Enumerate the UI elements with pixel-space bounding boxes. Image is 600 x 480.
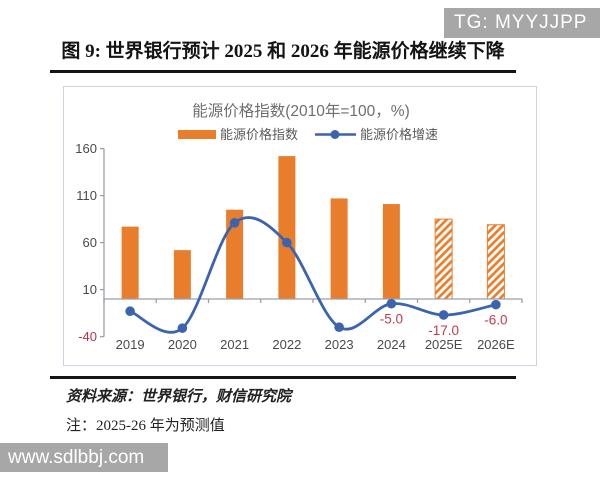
footer-divider bbox=[50, 376, 516, 379]
data-label-2026E: -6.0 bbox=[484, 313, 507, 328]
bar-2023 bbox=[330, 198, 348, 299]
x-tick-label-2019: 2019 bbox=[116, 337, 145, 352]
figure-title: 图 9: 世界银行预计 2025 和 2026 年能源价格继续下降 bbox=[61, 41, 505, 62]
x-tick-label-2023: 2023 bbox=[325, 337, 354, 352]
growth-line bbox=[128, 216, 498, 334]
y-tick-label: -40 bbox=[78, 329, 97, 344]
energy-price-chart: 能源价格指数(2010年=100，%)能源价格指数 能源价格增速160110601… bbox=[75, 102, 523, 352]
note-text: 注：2025-26 年为预测值 bbox=[66, 418, 225, 434]
legend-bar-swatch bbox=[178, 130, 216, 139]
x-tick-label-2026E: 2026E bbox=[477, 337, 515, 352]
bar-2026E bbox=[486, 224, 505, 300]
line-point-2024 bbox=[386, 298, 397, 309]
data-label-2024: -5.0 bbox=[380, 312, 403, 327]
y-tick-label: 160 bbox=[75, 141, 97, 156]
chart-container: 能源价格指数(2010年=100，%) 能源价格指数 能源价格增速 160 110 60 1… bbox=[63, 86, 537, 366]
line-point-2019 bbox=[125, 306, 135, 317]
figure-header: 图 9: 世界银行预计 2025 和 2026 年能源价格继续下降 bbox=[50, 36, 516, 73]
y-tick-label: 110 bbox=[76, 188, 97, 203]
chart-legend: 能源价格指数 能源价格增速 bbox=[178, 127, 438, 142]
legend-line-marker bbox=[330, 130, 340, 139]
line-point-2025E bbox=[438, 310, 449, 320]
bar-2021 bbox=[226, 209, 244, 299]
axes: 160 110 60 10 -40 2019 2020 2021 2022 2023 2024 202… bbox=[75, 141, 523, 352]
bar-2019 bbox=[121, 226, 139, 299]
bar-2024 bbox=[382, 204, 400, 299]
bar-2020 bbox=[173, 250, 191, 299]
source-text: 资料来源：世界银行，财信研究院 bbox=[66, 389, 292, 405]
line-point-2022 bbox=[282, 237, 292, 248]
bar-2022 bbox=[278, 156, 296, 299]
bar-series bbox=[121, 156, 505, 300]
line-point-2023 bbox=[334, 322, 344, 332]
line-point-2021 bbox=[229, 218, 240, 228]
site-watermark: www.sdlbbj.com bbox=[0, 443, 168, 472]
bar-2025E bbox=[434, 218, 453, 300]
y-tick-label: 60 bbox=[83, 235, 97, 250]
line-point-2020 bbox=[177, 323, 188, 333]
x-tick-label-2022: 2022 bbox=[272, 337, 301, 352]
legend-bar-label: 能源价格指数 bbox=[220, 127, 298, 142]
x-tick-label-2020: 2020 bbox=[168, 337, 197, 352]
legend-line-label: 能源价格增速 bbox=[360, 127, 438, 142]
line-point-2026E bbox=[491, 299, 501, 310]
telegram-watermark: TG: MYYJJPP bbox=[444, 8, 600, 38]
line-markers bbox=[125, 218, 501, 333]
y-tick-label: 10 bbox=[83, 282, 97, 297]
chart-title: 能源价格指数(2010年=100，%) bbox=[192, 102, 410, 120]
x-tick-label-2025E: 2025E bbox=[425, 337, 463, 352]
data-label-2025E: -17.0 bbox=[428, 323, 459, 338]
x-tick-label-2021: 2021 bbox=[220, 337, 249, 352]
x-tick-label-2024: 2024 bbox=[377, 337, 406, 352]
